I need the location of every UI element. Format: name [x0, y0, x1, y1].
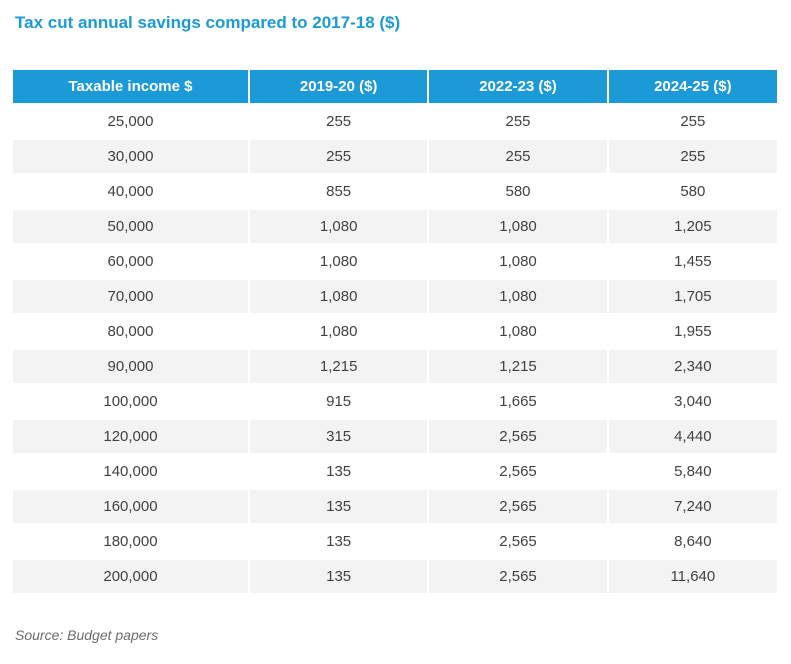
savings-value-cell: 255 [429, 105, 607, 139]
savings-value-cell: 255 [429, 140, 607, 174]
savings-value-cell: 1,080 [249, 315, 428, 349]
savings-value-cell: 255 [249, 105, 428, 139]
savings-value-cell: 8,640 [608, 525, 777, 559]
savings-value-cell: 1,665 [429, 385, 607, 419]
column-header-taxable-income: Taxable income $ [13, 70, 248, 104]
savings-value-cell: 255 [249, 140, 428, 174]
savings-value-cell: 135 [249, 455, 428, 489]
taxable-income-cell: 100,000 [13, 385, 248, 419]
taxable-income-cell: 200,000 [13, 560, 248, 594]
taxable-income-cell: 160,000 [13, 490, 248, 524]
savings-value-cell: 11,640 [608, 560, 777, 594]
table-row: 90,000 1,215 1,215 2,340 [13, 350, 777, 384]
savings-value-cell: 580 [608, 175, 777, 209]
table-row: 140,000 135 2,565 5,840 [13, 455, 777, 489]
savings-value-cell: 2,565 [429, 525, 607, 559]
source-note: Source: Budget papers [15, 627, 159, 644]
savings-value-cell: 1,080 [429, 315, 607, 349]
savings-value-cell: 135 [249, 560, 428, 594]
table-row: 50,000 1,080 1,080 1,205 [13, 210, 777, 244]
savings-value-cell: 1,080 [429, 280, 607, 314]
taxable-income-cell: 30,000 [13, 140, 248, 174]
savings-value-cell: 135 [249, 525, 428, 559]
table-row: 200,000 135 2,565 11,640 [13, 560, 777, 594]
savings-value-cell: 135 [249, 490, 428, 524]
savings-value-cell: 915 [249, 385, 428, 419]
savings-value-cell: 2,565 [429, 455, 607, 489]
table-row: 40,000 855 580 580 [13, 175, 777, 209]
taxable-income-cell: 50,000 [13, 210, 248, 244]
savings-value-cell: 1,215 [249, 350, 428, 384]
savings-value-cell: 2,340 [608, 350, 777, 384]
taxable-income-cell: 90,000 [13, 350, 248, 384]
table-row: 70,000 1,080 1,080 1,705 [13, 280, 777, 314]
column-header-2024-25: 2024-25 ($) [608, 70, 777, 104]
savings-value-cell: 315 [249, 420, 428, 454]
taxable-income-cell: 60,000 [13, 245, 248, 279]
savings-value-cell: 1,955 [608, 315, 777, 349]
savings-value-cell: 580 [429, 175, 607, 209]
savings-value-cell: 855 [249, 175, 428, 209]
table-row: 60,000 1,080 1,080 1,455 [13, 245, 777, 279]
table-header-row: Taxable income $ 2019-20 ($) 2022-23 ($)… [13, 70, 777, 104]
taxable-income-cell: 120,000 [13, 420, 248, 454]
savings-value-cell: 2,565 [429, 420, 607, 454]
savings-value-cell: 1,205 [608, 210, 777, 244]
savings-value-cell: 1,080 [249, 245, 428, 279]
taxable-income-cell: 140,000 [13, 455, 248, 489]
savings-value-cell: 4,440 [608, 420, 777, 454]
savings-value-cell: 1,705 [608, 280, 777, 314]
table-row: 30,000 255 255 255 [13, 140, 777, 174]
table-row: 120,000 315 2,565 4,440 [13, 420, 777, 454]
taxable-income-cell: 80,000 [13, 315, 248, 349]
savings-value-cell: 2,565 [429, 490, 607, 524]
savings-value-cell: 1,215 [429, 350, 607, 384]
savings-value-cell: 1,080 [429, 245, 607, 279]
taxable-income-cell: 180,000 [13, 525, 248, 559]
column-header-2022-23: 2022-23 ($) [429, 70, 607, 104]
table-row: 25,000 255 255 255 [13, 105, 777, 139]
savings-value-cell: 3,040 [608, 385, 777, 419]
savings-value-cell: 5,840 [608, 455, 777, 489]
page-title: Tax cut annual savings compared to 2017-… [15, 13, 401, 32]
savings-value-cell: 7,240 [608, 490, 777, 524]
table-row: 180,000 135 2,565 8,640 [13, 525, 777, 559]
tax-savings-table: Taxable income $ 2019-20 ($) 2022-23 ($)… [11, 68, 779, 595]
savings-value-cell: 255 [608, 105, 777, 139]
taxable-income-cell: 40,000 [13, 175, 248, 209]
taxable-income-cell: 70,000 [13, 280, 248, 314]
savings-value-cell: 2,565 [429, 560, 607, 594]
column-header-2019-20: 2019-20 ($) [249, 70, 428, 104]
savings-value-cell: 255 [608, 140, 777, 174]
table-row: 80,000 1,080 1,080 1,955 [13, 315, 777, 349]
savings-value-cell: 1,080 [249, 280, 428, 314]
table-row: 100,000 915 1,665 3,040 [13, 385, 777, 419]
taxable-income-cell: 25,000 [13, 105, 248, 139]
table-row: 160,000 135 2,565 7,240 [13, 490, 777, 524]
savings-value-cell: 1,455 [608, 245, 777, 279]
savings-value-cell: 1,080 [249, 210, 428, 244]
savings-value-cell: 1,080 [429, 210, 607, 244]
